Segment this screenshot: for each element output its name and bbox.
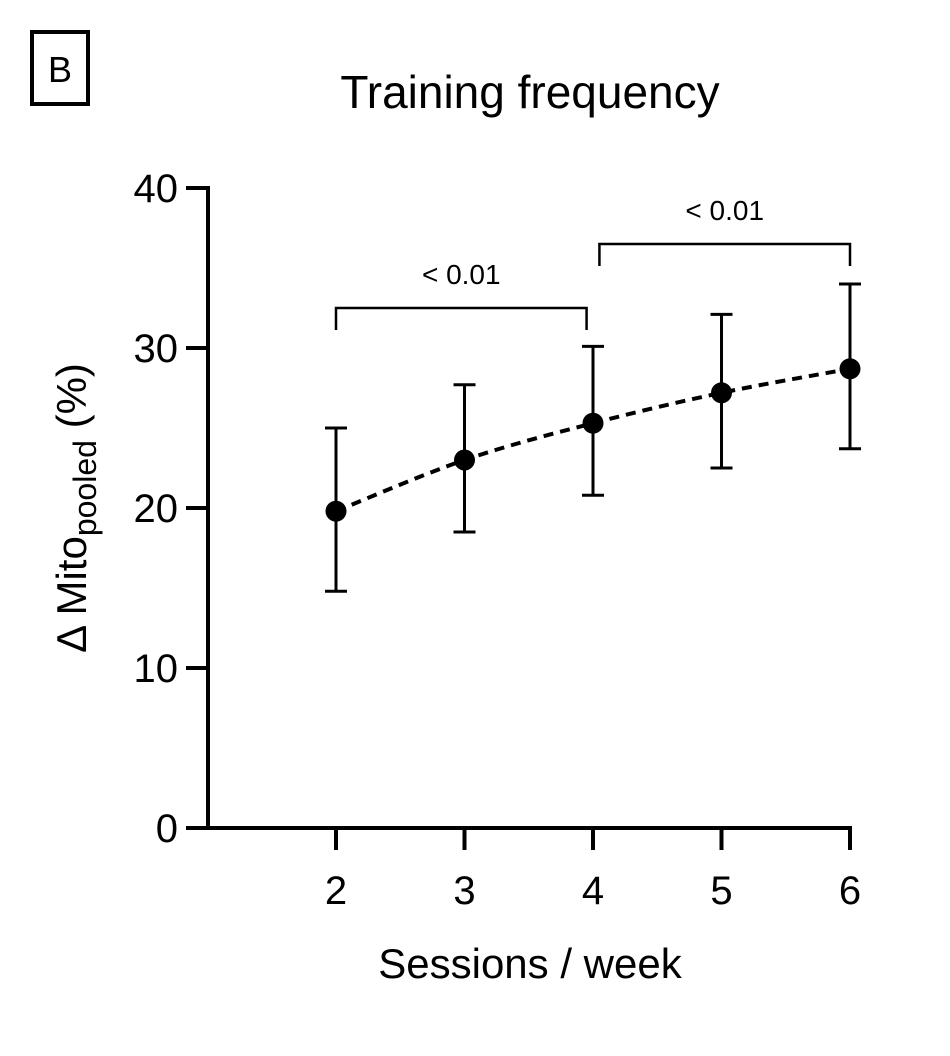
y-tick-label: 20: [134, 487, 179, 531]
data-point: [454, 449, 475, 471]
significance-label: < 0.01: [422, 259, 501, 290]
data-point: [839, 358, 861, 380]
y-axis-title-subscript: pooled: [67, 440, 103, 536]
x-tick-label: 5: [710, 869, 732, 913]
x-tick-label: 2: [325, 869, 347, 913]
chart-title: Training frequency: [340, 66, 719, 118]
data-point: [582, 412, 604, 434]
y-axis-title-main: Δ Mito: [48, 536, 95, 653]
x-tick-label: 4: [582, 869, 604, 913]
y-axis-title-suffix: (%): [48, 363, 95, 440]
y-tick-label: 40: [134, 167, 179, 211]
data-point: [325, 500, 347, 522]
panel-letter-box: [30, 30, 90, 106]
significance-bracket: [334, 306, 588, 330]
y-tick-label: 10: [134, 647, 179, 691]
x-axis-title: Sessions / week: [378, 940, 682, 987]
y-axis-title: Δ Mitopooled (%): [48, 363, 103, 653]
y-tick-label: 0: [156, 807, 178, 851]
data-point: [711, 382, 732, 404]
y-tick-label: 30: [134, 327, 179, 371]
plot-area: 0 10 20 30 40 2 3 4 5 6 < 0.01 < 0.01: [134, 167, 862, 913]
x-tick-label: 3: [453, 869, 475, 913]
panel-letter: B: [48, 49, 72, 90]
x-tick-label: 6: [839, 869, 861, 913]
significance-bracket: [598, 242, 852, 266]
significance-label: < 0.01: [685, 195, 764, 226]
